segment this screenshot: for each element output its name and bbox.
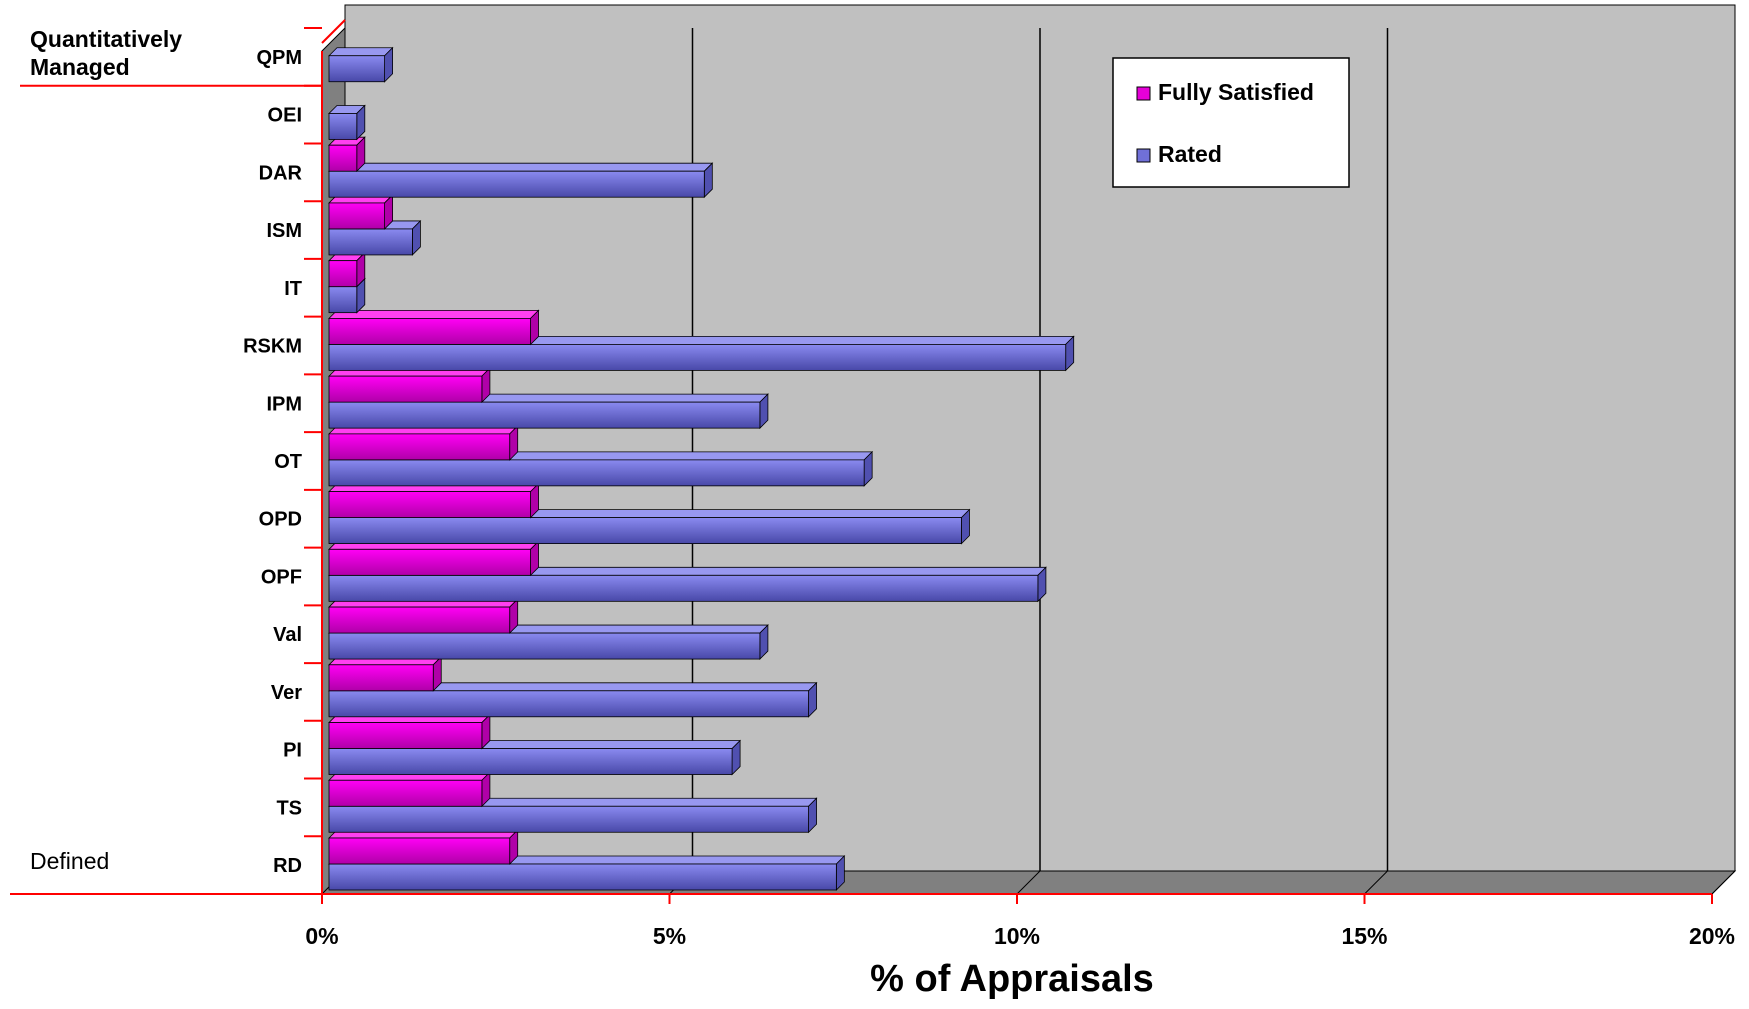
tick-label-0: 0% xyxy=(305,923,338,949)
bar-fully-satisfied-it-front xyxy=(329,261,357,287)
category-label-ts: TS xyxy=(276,797,302,819)
bar-rated-qpm-top xyxy=(329,48,393,56)
legend-swatch-rated xyxy=(1137,149,1150,162)
bar-rated-ot-front xyxy=(329,460,864,486)
category-labels: RD TS PI Ver Val OPF OPD OT IPM RSKM IT ISM DAR OEI QP… xyxy=(243,47,302,877)
category-label-dar: DAR xyxy=(259,162,303,184)
category-label-rskm: RSKM xyxy=(243,336,302,358)
legend: Fully Satisfied Rated xyxy=(1113,58,1349,187)
group-label-quantitatively-managed-line-1: Quantitatively xyxy=(30,26,182,52)
bar-fully-satisfied-ot-front xyxy=(329,434,510,460)
tick-labels: 0% 5% 10% 15% 20% xyxy=(305,923,1735,949)
bar-rated-ipm-front xyxy=(329,402,760,428)
tick-label-5: 5% xyxy=(653,923,686,949)
bar-fully-satisfied-ver-front xyxy=(329,665,433,691)
bar-rated-oei xyxy=(329,105,365,139)
category-label-pi: PI xyxy=(283,740,302,762)
bar-fully-satisfied-ver xyxy=(329,657,441,691)
category-label-ipm: IPM xyxy=(266,393,302,415)
bar-rated-ver-front xyxy=(329,691,809,717)
bar-fully-satisfied-val-front xyxy=(329,607,510,633)
bar-fully-satisfied-rd-front xyxy=(329,838,510,864)
category-label-ism: ISM xyxy=(266,220,302,242)
bar-rated-pi-front xyxy=(329,749,732,775)
bar-fully-satisfied-rskm-top xyxy=(329,310,539,318)
bar-rated-dar xyxy=(329,163,712,197)
bar-rated-opd-front xyxy=(329,518,961,544)
legend-swatch-fully-satisfied xyxy=(1137,87,1150,100)
bar-fully-satisfied-opf-front xyxy=(329,549,531,575)
bar-fully-satisfied-opd-front xyxy=(329,492,531,518)
bar-rated-opf-front xyxy=(329,575,1038,601)
bar-fully-satisfied-pi xyxy=(329,715,490,749)
bar-rated-dar-top xyxy=(329,163,712,171)
category-label-it: IT xyxy=(284,278,302,300)
bar-fully-satisfied-val xyxy=(329,599,518,633)
bar-fully-satisfied-ot xyxy=(329,426,518,460)
x-axis-title: % of Appraisals xyxy=(870,958,1154,1000)
group-label-defined: Defined xyxy=(30,848,109,874)
bar-fully-satisfied-dar xyxy=(329,137,365,171)
bar-fully-satisfied-ism xyxy=(329,195,393,229)
bar-rated-val-front xyxy=(329,633,760,659)
bar-rated-it-front xyxy=(329,287,357,313)
category-label-val: Val xyxy=(273,624,302,646)
bar-fully-satisfied-opd xyxy=(329,484,539,518)
bar-rated-rd-front xyxy=(329,864,836,890)
category-label-ver: Ver xyxy=(271,682,302,704)
legend-label-rated: Rated xyxy=(1158,141,1222,167)
category-label-opf: OPF xyxy=(261,566,302,588)
category-label-opd: OPD xyxy=(259,509,302,531)
bar-rated-rskm-front xyxy=(329,344,1066,370)
category-label-ot: OT xyxy=(274,451,302,473)
category-label-oei: OEI xyxy=(268,105,302,127)
bar-rated-oei-front xyxy=(329,113,357,139)
bar-fully-satisfied-ipm xyxy=(329,368,490,402)
tick-label-20: 20% xyxy=(1689,923,1735,949)
bar-fully-satisfied-ts-front xyxy=(329,780,482,806)
bar-fully-satisfied-dar-front xyxy=(329,145,357,171)
bar-fully-satisfied-opf xyxy=(329,541,539,575)
category-label-rd: RD xyxy=(273,855,302,877)
bar-fully-satisfied-ts xyxy=(329,772,490,806)
bar-fully-satisfied-rskm-front xyxy=(329,318,531,344)
bar-fully-satisfied-ipm-front xyxy=(329,376,482,402)
legend-label-fully-satisfied: Fully Satisfied xyxy=(1158,79,1314,105)
bar-rated-ism-front xyxy=(329,229,412,255)
tick-label-10: 10% xyxy=(994,923,1040,949)
bar-rated-qpm-front xyxy=(329,56,385,82)
bar-rated-dar-front xyxy=(329,171,704,197)
bar-rated-ts-front xyxy=(329,806,809,832)
group-label-quantitatively-managed-line-2: Managed xyxy=(30,54,130,80)
bar-fully-satisfied-rd xyxy=(329,830,518,864)
category-label-qpm: QPM xyxy=(256,47,302,69)
bar-fully-satisfied-rskm xyxy=(329,310,539,344)
tick-label-15: 15% xyxy=(1341,923,1387,949)
bar-fully-satisfied-pi-front xyxy=(329,723,482,749)
bar-rated-qpm xyxy=(329,48,393,82)
bar-fully-satisfied-it xyxy=(329,253,365,287)
bar-fully-satisfied-ism-front xyxy=(329,203,385,229)
legend-box xyxy=(1113,58,1349,187)
